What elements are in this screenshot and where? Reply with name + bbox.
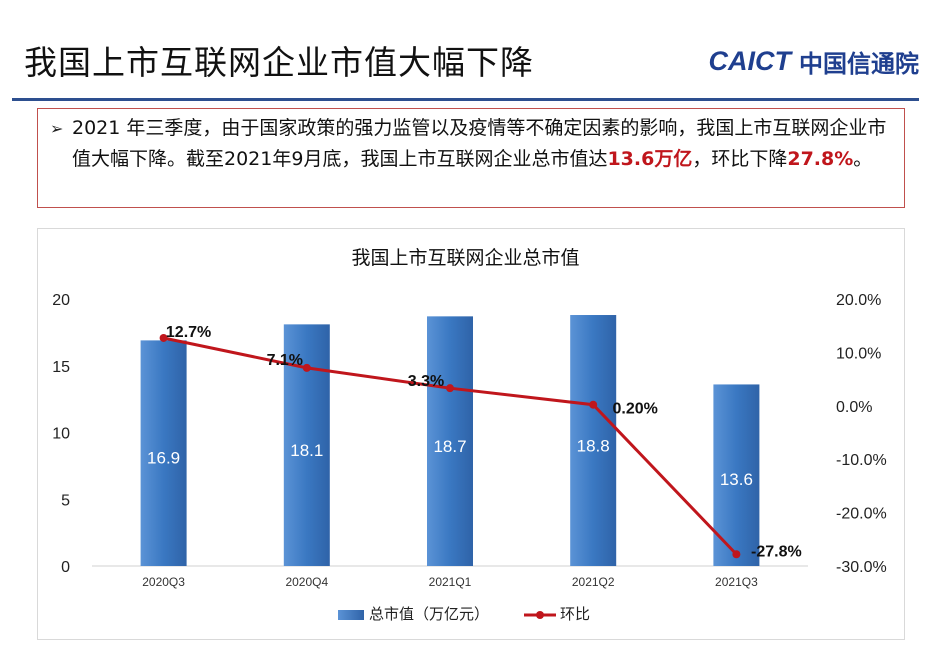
chart-title: 我国上市互联网企业总市值 [351, 247, 580, 269]
caict-logo: CAICT 中国信通院 [709, 44, 920, 79]
right-axis-tick: -20.0% [836, 506, 887, 523]
bar [570, 315, 617, 566]
line-point [446, 384, 454, 393]
right-axis-tick: 20.0% [836, 292, 881, 309]
x-axis-tick: 2020Q4 [285, 575, 328, 589]
summary-text-part-1: 2021 年三季度，由于国家政策的强力监管以及疫情等不确定因素的影响，我国上市互… [72, 117, 887, 170]
x-axis-tick: 2021Q2 [572, 575, 615, 589]
bar-value-label: 13.6 [720, 470, 753, 489]
bar-value-label: 18.7 [433, 437, 466, 456]
x-axis-tick: 2020Q3 [142, 575, 185, 589]
line-point [732, 550, 741, 559]
line-point [302, 363, 311, 372]
right-axis-tick: -10.0% [836, 452, 887, 469]
line-value-label: 3.3% [408, 373, 444, 390]
summary-text-part-2: ，环比下降 [692, 148, 788, 170]
x-axis-tick: 2021Q3 [715, 575, 758, 589]
bar-value-label: 16.9 [147, 449, 180, 468]
left-axis-tick: 0 [61, 559, 70, 576]
legend-line-label: 环比 [560, 606, 590, 623]
summary-text: 2021 年三季度，由于国家政策的强力监管以及疫情等不确定因素的影响，我国上市互… [72, 113, 894, 175]
bar [713, 384, 760, 566]
legend-line-marker [536, 611, 544, 619]
right-axis-tick: 0.0% [836, 399, 872, 416]
right-axis-tick: 10.0% [836, 345, 881, 362]
bar [140, 340, 187, 566]
line-point [159, 333, 168, 342]
summary-text-part-3: 。 [853, 148, 873, 170]
logo-text-en: CAICT [708, 46, 792, 76]
title-divider [12, 98, 919, 101]
line-value-label: 7.1% [267, 352, 303, 369]
left-axis-tick: 15 [52, 359, 70, 376]
arrow-right-icon: ➢ [50, 119, 64, 138]
decline-pct-highlight: 27.8% [787, 148, 854, 170]
market-value-highlight: 13.6万亿 [607, 148, 693, 170]
left-axis-tick: 20 [52, 292, 70, 309]
right-axis-tick: -30.0% [836, 559, 887, 576]
line-point [589, 400, 598, 409]
line-value-label: -27.8% [751, 543, 802, 560]
bar-value-label: 18.8 [577, 437, 610, 456]
legend-bar-label: 总市值（万亿元） [369, 606, 489, 623]
left-axis-tick: 10 [52, 426, 70, 443]
x-axis-tick: 2021Q1 [429, 575, 472, 589]
slide-title: 我国上市互联网企业市值大幅下降 [24, 43, 534, 82]
summary-callout: ➢ 2021 年三季度，由于国家政策的强力监管以及疫情等不确定因素的影响，我国上… [37, 108, 905, 208]
line-value-label: 0.20% [613, 401, 658, 418]
legend-bar-swatch [338, 610, 364, 620]
bar [427, 316, 473, 566]
bar-value-label: 18.1 [290, 441, 323, 460]
logo-text-cn: 中国信通院 [799, 50, 919, 78]
left-axis-tick: 5 [61, 492, 70, 509]
line-value-label: 12.7% [166, 324, 211, 341]
